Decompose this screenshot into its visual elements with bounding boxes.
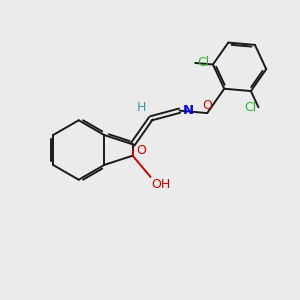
Text: O: O bbox=[136, 143, 146, 157]
Text: Cl: Cl bbox=[244, 101, 256, 114]
Text: N: N bbox=[182, 104, 194, 117]
Text: H: H bbox=[136, 101, 146, 114]
Text: OH: OH bbox=[152, 178, 171, 191]
Text: O: O bbox=[202, 99, 212, 112]
Text: Cl: Cl bbox=[197, 56, 209, 69]
